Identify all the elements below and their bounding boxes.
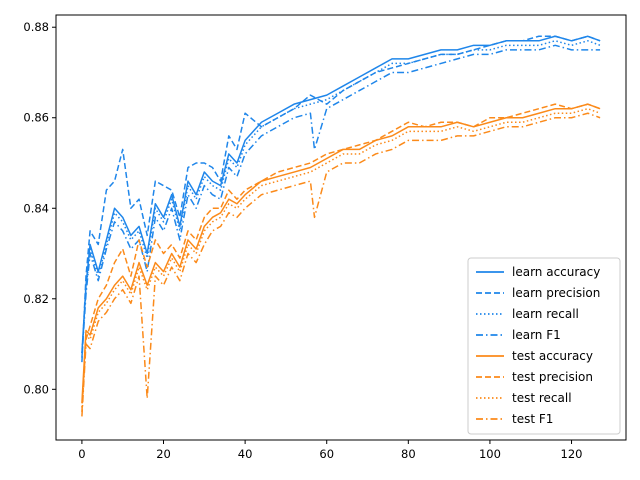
plot-frame [55, 14, 627, 441]
legend-label: learn accuracy [512, 265, 600, 279]
x-tick-label: 0 [78, 447, 85, 461]
series-line-learn-precision [81, 35, 601, 363]
series-layer [81, 35, 601, 417]
x-tick-label: 80 [401, 447, 416, 461]
x-tick-label: 120 [561, 447, 583, 461]
y-tick-label: 0.86 [23, 111, 49, 125]
legend: learn accuracy learn precision learn recal… [467, 257, 621, 435]
legend-label: test F1 [512, 412, 553, 426]
legend-label: test recall [512, 391, 572, 405]
x-tick-label: 60 [319, 447, 334, 461]
series-line-learn-recall [81, 40, 601, 354]
y-tick-label: 0.84 [23, 201, 49, 215]
legend-label: learn recall [512, 307, 579, 321]
y-tick-label: 0.82 [23, 292, 49, 306]
y-axis: 0.80 0.82 0.84 0.86 0.88 [23, 20, 56, 396]
series-line-test-accuracy [81, 103, 601, 403]
x-tick-label: 40 [238, 447, 253, 461]
y-tick-label: 0.88 [23, 20, 49, 34]
x-tick-label: 100 [479, 447, 501, 461]
legend-label: test precision [512, 370, 593, 384]
legend-label: learn precision [512, 286, 600, 300]
legend-label: learn F1 [512, 328, 561, 342]
y-tick-label: 0.80 [23, 382, 49, 396]
series-line-test-f1 [81, 112, 601, 417]
x-axis: 0 20 40 60 80 100 120 [78, 440, 583, 461]
legend-box [467, 257, 621, 435]
x-tick-label: 20 [156, 447, 171, 461]
legend-label: test accuracy [512, 349, 593, 363]
series-line-learn-f1 [81, 44, 601, 358]
